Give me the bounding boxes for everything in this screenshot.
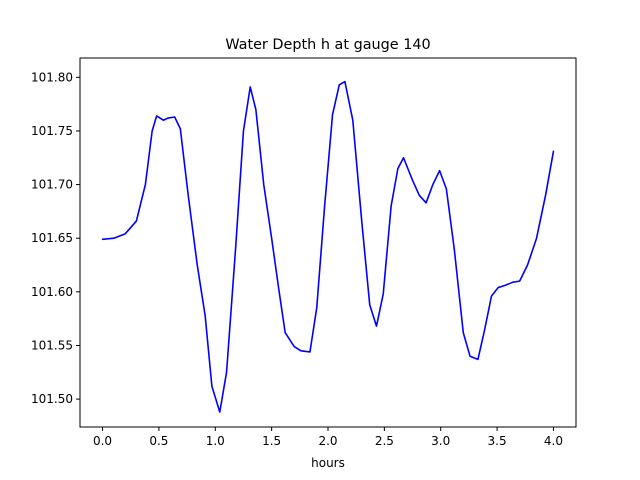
x-tick-label: 0.0 [93, 434, 112, 448]
x-tick-label: 1.5 [262, 434, 281, 448]
y-tick-label: 101.60 [31, 285, 73, 299]
plot-area [101, 80, 555, 413]
y-tick-label: 101.55 [31, 338, 73, 352]
x-tick-label: 4.0 [544, 434, 563, 448]
chart-title: Water Depth h at gauge 140 [225, 37, 430, 53]
x-tick-label: 3.5 [488, 434, 507, 448]
y-tick-label: 101.75 [31, 124, 73, 138]
x-axis-label: hours [311, 456, 345, 470]
x-tick-label: 2.0 [318, 434, 337, 448]
series-line-0 [101, 80, 555, 413]
y-tick-label: 101.70 [31, 178, 73, 192]
x-tick-label: 1.0 [206, 434, 225, 448]
y-tick-label: 101.80 [31, 70, 73, 84]
y-axis-ticks: 101.50 101.55 101.60 101.65 101.70 101.75 101.… [31, 70, 80, 406]
y-tick-label: 101.50 [31, 392, 73, 406]
x-tick-label: 3.0 [431, 434, 450, 448]
plot-frame [79, 57, 577, 428]
x-axis-ticks: 0.0 0.5 1.0 1.5 2.0 2.5 3.0 3.5 4.0 [93, 427, 563, 448]
x-tick-label: 0.5 [149, 434, 168, 448]
x-tick-label: 2.5 [375, 434, 394, 448]
y-tick-label: 101.65 [31, 231, 73, 245]
